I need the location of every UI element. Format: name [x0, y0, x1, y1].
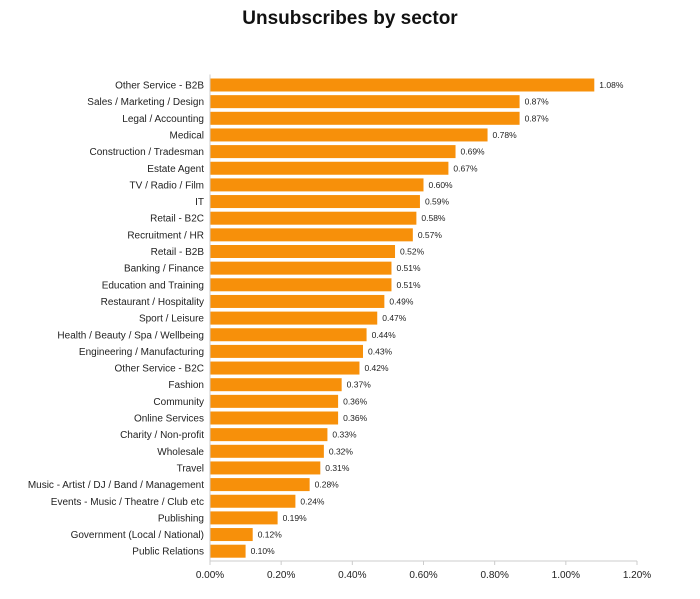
bar [210, 494, 296, 508]
value-label: 0.36% [343, 413, 368, 423]
category-label: Estate Agent [147, 164, 204, 175]
x-tick-label: 1.00% [552, 570, 580, 581]
category-label: Public Relations [132, 547, 204, 558]
value-label: 1.08% [599, 80, 624, 90]
value-label: 0.57% [418, 230, 443, 240]
value-label: 0.87% [525, 113, 550, 123]
x-tick-label: 0.00% [196, 570, 224, 581]
bar [210, 444, 324, 458]
bar [210, 528, 253, 542]
value-label: 0.43% [368, 346, 393, 356]
category-label: Other Service - B2B [115, 81, 204, 92]
category-label: Travel [177, 463, 204, 474]
bar [210, 294, 385, 308]
value-label: 0.67% [453, 163, 478, 173]
bar [210, 211, 417, 225]
category-label: Engineering / Manufacturing [79, 347, 204, 358]
value-label: 0.42% [364, 363, 389, 373]
category-label: TV / Radio / Film [130, 180, 204, 191]
value-label: 0.37% [347, 380, 372, 390]
bar [210, 111, 520, 125]
category-label: Retail - B2B [151, 247, 205, 258]
category-label: Music - Artist / DJ / Band / Management [28, 480, 204, 491]
bar [210, 178, 424, 192]
bar [210, 394, 339, 408]
category-label: Online Services [134, 414, 204, 425]
x-tick-label: 0.20% [267, 570, 295, 581]
bar [210, 544, 246, 558]
bar [210, 278, 392, 292]
bar [210, 361, 360, 375]
category-label: Recruitment / HR [127, 230, 204, 241]
category-label: Retail - B2C [150, 214, 204, 225]
value-label: 0.32% [329, 446, 354, 456]
value-label: 0.10% [251, 546, 276, 556]
category-label: Sport / Leisure [139, 314, 204, 325]
category-label: Publishing [158, 513, 204, 524]
value-label: 0.31% [325, 463, 350, 473]
bar [210, 128, 488, 142]
value-label: 0.87% [525, 97, 550, 107]
value-label: 0.51% [396, 263, 421, 273]
value-label: 0.44% [372, 330, 397, 340]
category-label: Charity / Non-profit [120, 430, 204, 441]
value-label: 0.59% [425, 197, 450, 207]
chart-title: Unsubscribes by sector [242, 8, 458, 29]
bar [210, 261, 392, 275]
bar [210, 245, 396, 258]
value-label: 0.58% [421, 213, 446, 223]
value-label: 0.19% [283, 513, 308, 523]
bar [210, 461, 321, 475]
value-label: 0.78% [493, 130, 518, 140]
bar [210, 411, 339, 425]
category-label: Banking / Finance [124, 264, 204, 275]
category-label: Construction / Tradesman [90, 147, 205, 158]
value-label: 0.12% [258, 530, 283, 540]
bar [210, 428, 328, 442]
category-label: Education and Training [102, 280, 204, 291]
category-label: Other Service - B2C [115, 364, 204, 375]
value-label: 0.69% [461, 147, 486, 157]
value-label: 0.28% [315, 480, 340, 490]
value-label: 0.36% [343, 396, 368, 406]
value-label: 0.51% [396, 280, 421, 290]
bar [210, 78, 595, 92]
bar [210, 145, 456, 159]
value-label: 0.49% [389, 296, 414, 306]
value-label: 0.52% [400, 247, 425, 257]
category-label: Legal / Accounting [122, 114, 204, 125]
bar [210, 161, 449, 175]
x-tick-label: 0.80% [480, 570, 508, 581]
x-tick-label: 0.40% [338, 570, 366, 581]
bar [210, 511, 278, 525]
bar [210, 95, 520, 109]
x-tick-label: 0.60% [409, 570, 437, 581]
x-axis-ticks: 0.00% 0.20% 0.40% 0.60% 0.80% 1.00% 1.20% [196, 561, 651, 581]
category-label: Events - Music / Theatre / Club etc [51, 497, 204, 508]
value-label: 0.47% [382, 313, 407, 323]
value-label: 0.33% [332, 430, 357, 440]
category-label: Wholesale [157, 447, 204, 458]
bars-layer: Other Service - B2B 1.08% Sales / Marketin… [28, 78, 624, 558]
bar [210, 478, 310, 492]
category-label: Fashion [168, 380, 204, 391]
category-label: Sales / Marketing / Design [87, 97, 204, 108]
bar [210, 344, 364, 358]
category-label: Medical [170, 130, 204, 141]
category-label: Health / Beauty / Spa / Wellbeing [57, 330, 204, 341]
bar [210, 328, 367, 342]
bar [210, 195, 420, 209]
bar [210, 311, 378, 325]
category-label: IT [195, 197, 204, 208]
category-label: Community [153, 397, 204, 408]
category-label: Government (Local / National) [71, 530, 204, 541]
value-label: 0.24% [300, 496, 325, 506]
bar [210, 228, 413, 242]
value-label: 0.60% [429, 180, 454, 190]
bar [210, 378, 342, 392]
category-label: Restaurant / Hospitality [101, 297, 204, 308]
x-tick-label: 1.20% [623, 570, 651, 581]
